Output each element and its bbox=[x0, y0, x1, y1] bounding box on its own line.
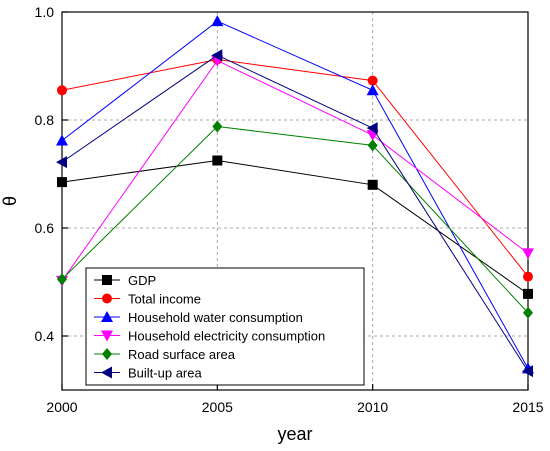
data-point bbox=[523, 271, 533, 282]
legend-label: Road surface area bbox=[128, 347, 236, 362]
legend-marker bbox=[102, 275, 112, 285]
gridlines bbox=[62, 12, 528, 390]
data-point bbox=[56, 156, 67, 169]
x-tick-label: 2015 bbox=[512, 399, 543, 415]
x-tick-label: 2010 bbox=[357, 399, 388, 415]
data-point bbox=[57, 273, 67, 286]
data-point bbox=[367, 139, 378, 152]
data-point bbox=[211, 15, 224, 27]
data-point bbox=[367, 75, 378, 86]
y-tick-label: 0.6 bbox=[35, 220, 55, 236]
data-point bbox=[367, 179, 378, 190]
legend-marker bbox=[102, 348, 112, 360]
legend-marker bbox=[101, 366, 112, 379]
legend-label: Total income bbox=[128, 292, 201, 307]
data-point bbox=[56, 134, 68, 146]
data-point bbox=[211, 49, 223, 62]
x-axis-title: year bbox=[277, 424, 312, 444]
data-point bbox=[366, 122, 378, 135]
axis-ticks: 2000 2005 2010 2015 0.4 0.6 0.8 1.0 bbox=[35, 4, 544, 415]
data-point bbox=[366, 84, 379, 96]
y-tick-label: 1.0 bbox=[35, 4, 55, 20]
data-point bbox=[212, 155, 223, 166]
series-line bbox=[61, 59, 529, 277]
series-group bbox=[56, 49, 533, 378]
y-tick-label: 0.4 bbox=[35, 328, 55, 344]
legend-label: Built-up area bbox=[128, 366, 202, 381]
series-line bbox=[61, 59, 529, 282]
legend-marker bbox=[102, 293, 112, 304]
data-point bbox=[522, 365, 533, 378]
series-layer bbox=[56, 15, 534, 378]
legend-label: GDP bbox=[128, 273, 156, 288]
legend-marker bbox=[101, 330, 113, 342]
legend-label: Household water consumption bbox=[128, 310, 303, 325]
plot-frame bbox=[61, 11, 529, 391]
legend: GDP Total income Household water consumpti… bbox=[85, 267, 365, 386]
x-tick-label: 2000 bbox=[46, 399, 77, 415]
data-point bbox=[57, 85, 67, 96]
series-group bbox=[57, 120, 533, 319]
legend-marker bbox=[101, 311, 113, 322]
y-tick-label: 0.8 bbox=[35, 112, 55, 128]
y-axis-title: θ bbox=[0, 196, 20, 206]
data-point bbox=[212, 120, 223, 133]
data-point bbox=[523, 288, 533, 299]
data-point bbox=[522, 248, 534, 260]
data-point bbox=[523, 306, 533, 319]
series-line bbox=[61, 125, 529, 314]
legend-box bbox=[85, 267, 365, 386]
x-tick-label: 2005 bbox=[202, 399, 233, 415]
data-point bbox=[57, 177, 67, 188]
legend-label: Household electricity consumption bbox=[128, 329, 325, 344]
series-line bbox=[61, 54, 529, 372]
